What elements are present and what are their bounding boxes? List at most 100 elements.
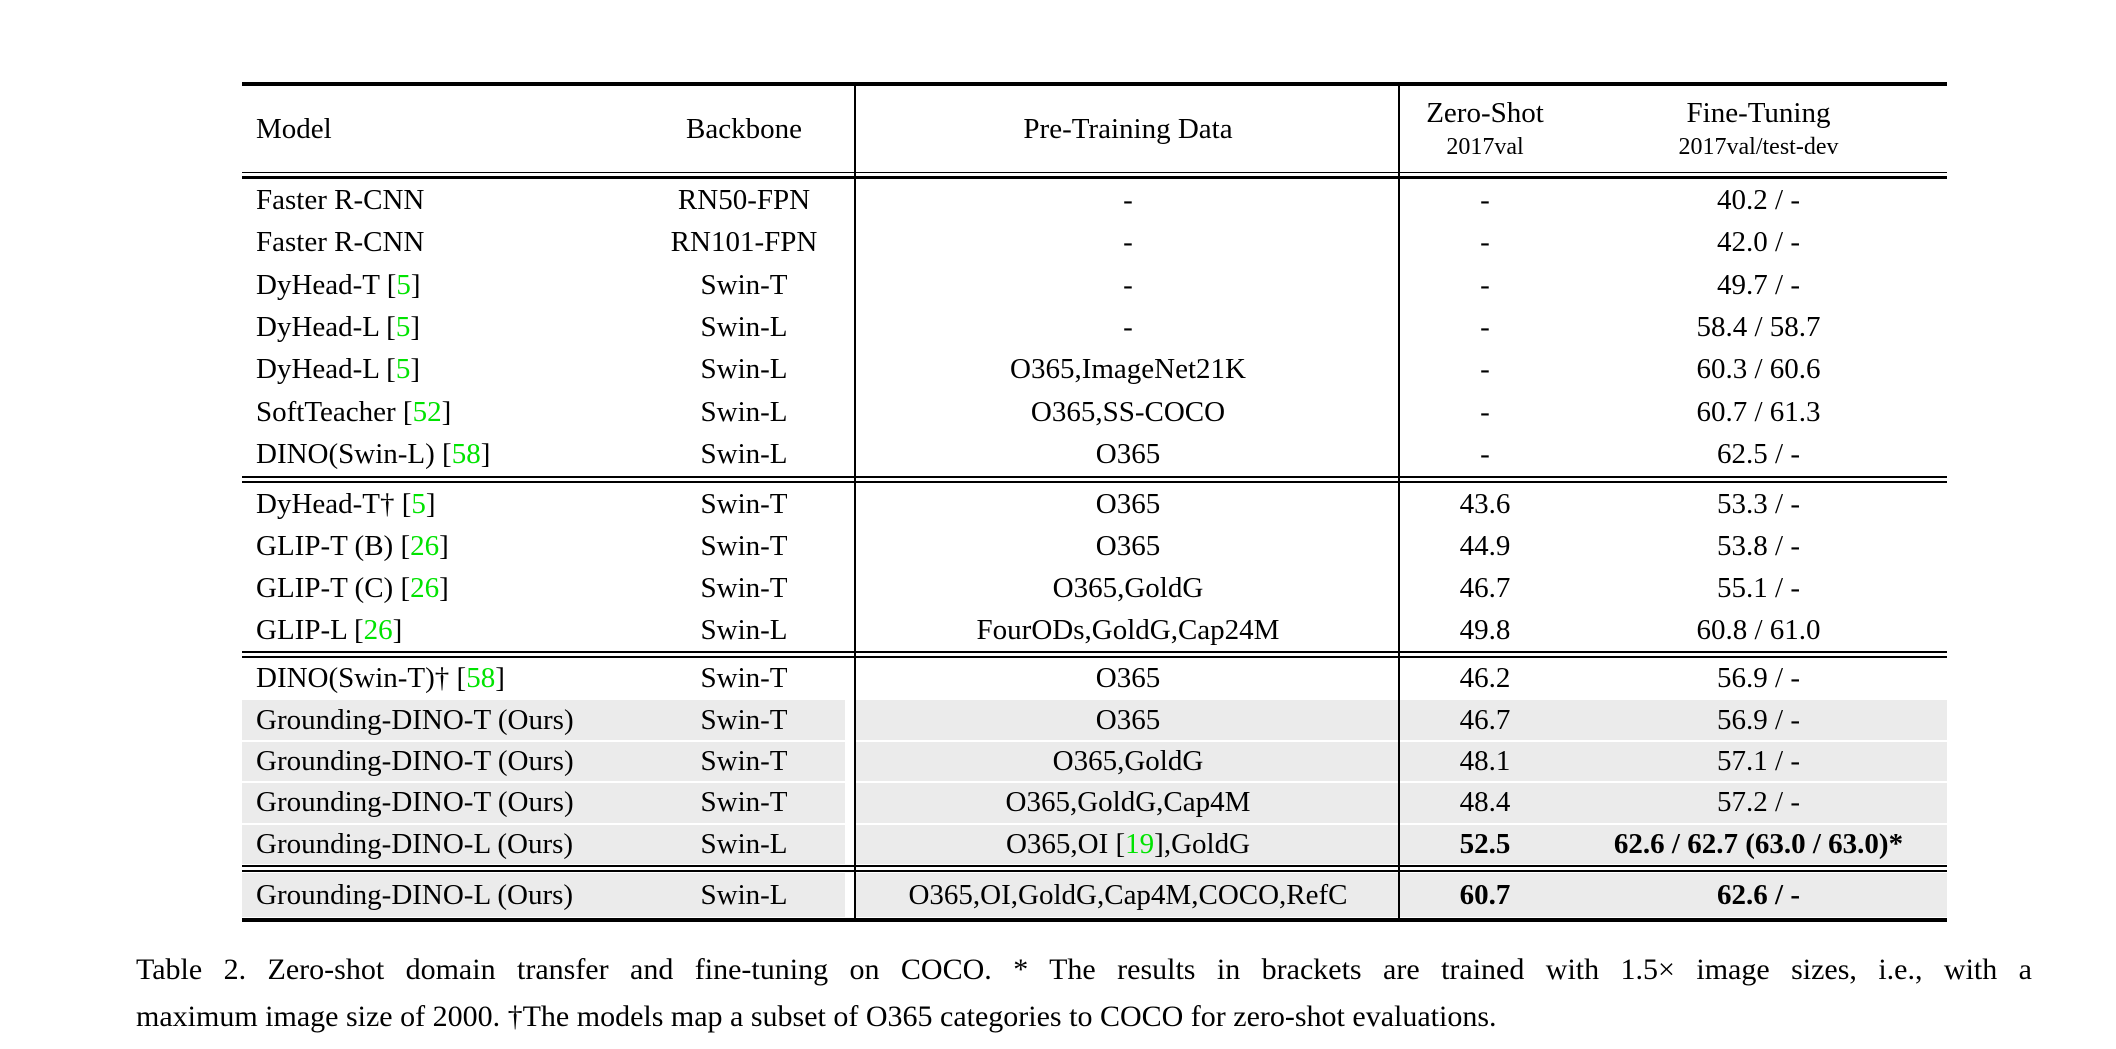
citation-link[interactable]: 26 [410, 571, 440, 604]
results-table: Model Backbone Pre-Training Data Zero-Sh… [242, 82, 1947, 922]
table-row: Grounding-DINO-T (Ours) Swin-T O365,GoldG,… [242, 782, 1947, 824]
header-backbone: Backbone [686, 112, 802, 145]
zero-shot-cell: - [1480, 353, 1490, 386]
citation-link[interactable]: 5 [396, 268, 411, 301]
table-block-grounding-dino: DINO(Swin-T)† [58] Swin-T O365 46.2 56.9 / -… [242, 658, 1947, 865]
pretrain-cell: - [1123, 268, 1133, 301]
header-zero-shot-sub: 2017val [1446, 134, 1524, 160]
table-row: Grounding-DINO-L (Ours) Swin-L O365,OI [19… [242, 824, 1947, 865]
citation-link[interactable]: 5 [411, 487, 426, 520]
citation-link[interactable]: 26 [363, 613, 393, 646]
header-model: Model [256, 112, 332, 145]
model-cell: DINO(Swin-T)† [58] [256, 662, 505, 695]
table-row: DyHead-T [5] Swin-T - - 49.7 / - [242, 264, 1947, 306]
fine-tune-cell: 60.7 / 61.3 [1696, 395, 1821, 428]
header-zero-shot-title: Zero-Shot [1426, 97, 1544, 129]
citation-link[interactable]: 58 [466, 662, 496, 695]
backbone-cell: Swin-T [700, 571, 788, 604]
fine-tune-cell: 62.5 / - [1717, 438, 1800, 471]
table-row: GLIP-L [26] Swin-L FourODs,GoldG,Cap24M 49.… [242, 609, 1947, 651]
table-row: DINO(Swin-T)† [58] Swin-T O365 46.2 56.9 / - [242, 658, 1947, 699]
fine-tune-cell: 57.2 / - [1717, 786, 1800, 819]
model-cell: DyHead-T† [5] [256, 487, 436, 520]
backbone-cell: Swin-L [700, 438, 788, 471]
zero-shot-cell: - [1480, 226, 1490, 259]
column-divider-backbone-pretrain [854, 86, 856, 918]
table-block-closed-set: Faster R-CNN RN50-FPN - -40.2 / - Faster R-C… [242, 179, 1947, 476]
fine-tune-cell: 42.0 / - [1717, 226, 1800, 259]
backbone-cell: Swin-T [700, 745, 788, 778]
pretrain-cell: O365,SS-COCO [1030, 395, 1226, 428]
model-cell: GLIP-T (B) [26] [256, 529, 449, 562]
zero-shot-cell: 49.8 [1459, 613, 1511, 646]
pretrain-cell: O365,GoldG [1052, 745, 1204, 778]
citation-link[interactable]: 26 [410, 529, 440, 562]
backbone-cell: RN50-FPN [677, 183, 811, 216]
zero-shot-cell: 46.7 [1459, 703, 1511, 736]
table-row: Faster R-CNN RN50-FPN - - 40.2 / - [242, 179, 1947, 221]
block-separator-rule [242, 476, 1947, 483]
zero-shot-cell: 46.2 [1459, 662, 1511, 695]
table-row: DyHead-T† [5] Swin-T O365 43.6 53.3 / - [242, 483, 1947, 525]
table-row: SoftTeacher [52] Swin-L O365,SS-COCO - 60.7 … [242, 391, 1947, 433]
zero-shot-cell: 43.6 [1459, 487, 1511, 520]
pretrain-cell: - [1123, 183, 1133, 216]
pretrain-cell: O365,OI,GoldG,Cap4M,COCO,RefC [908, 878, 1348, 911]
fine-tune-cell: 60.8 / 61.0 [1696, 613, 1821, 646]
fine-tune-cell: 57.1 / - [1717, 745, 1800, 778]
zero-shot-cell: 48.4 [1459, 786, 1511, 819]
pretrain-cell: O365 [1095, 662, 1161, 695]
citation-link[interactable]: 52 [412, 395, 442, 428]
table-bottom-rule [242, 918, 1947, 922]
fine-tune-cell: 53.8 / - [1717, 529, 1800, 562]
citation-link[interactable]: 5 [395, 353, 411, 386]
zero-shot-cell: 46.7 [1459, 571, 1511, 604]
table-row: DINO(Swin-L) [58] Swin-L O365 - 62.5 / - [242, 434, 1947, 476]
model-cell: Grounding-DINO-T (Ours) [256, 786, 574, 819]
backbone-cell: Swin-T [700, 529, 788, 562]
backbone-cell: Swin-T [700, 703, 788, 736]
backbone-cell: RN101-FPN [670, 226, 818, 259]
backbone-cell: Swin-L [700, 827, 788, 860]
fine-tune-cell: 56.9 / - [1717, 662, 1800, 695]
fine-tune-cell: 53.3 / - [1717, 487, 1800, 520]
zero-shot-cell: 60.7 [1459, 878, 1511, 911]
model-cell: DyHead-L [5] [256, 310, 421, 343]
model-cell: DyHead-T [5] [256, 268, 421, 301]
table-caption: Table 2. Zero-shot domain transfer and f… [136, 946, 2032, 1040]
fine-tune-cell: 58.4 / 58.7 [1696, 310, 1821, 343]
model-cell: DINO(Swin-L) [58] [256, 438, 491, 471]
pretrain-cell: O365 [1095, 487, 1161, 520]
pretrain-cell: O365,OI [19],GoldG [1005, 827, 1251, 860]
table-row: GLIP-T (C) [26] Swin-T O365,GoldG 46.7 55.1 … [242, 567, 1947, 609]
zero-shot-cell: - [1480, 310, 1490, 343]
table-row: Faster R-CNN RN101-FPN - - 42.0 / - [242, 221, 1947, 263]
backbone-cell: Swin-L [700, 395, 788, 428]
zero-shot-cell: 52.5 [1459, 827, 1511, 860]
model-cell: SoftTeacher [52] [256, 395, 452, 428]
zero-shot-cell: - [1480, 438, 1490, 471]
pretrain-cell: O365 [1095, 529, 1161, 562]
citation-link[interactable]: 5 [395, 310, 411, 343]
zero-shot-cell: - [1480, 183, 1490, 216]
fine-tune-cell: 60.3 / 60.6 [1696, 353, 1821, 386]
table-row: DyHead-L [5] Swin-L - - 58.4 / 58.7 [242, 306, 1947, 348]
zero-shot-cell: - [1480, 268, 1490, 301]
fine-tune-cell: 56.9 / - [1717, 703, 1800, 736]
table-row: Grounding-DINO-T (Ours) Swin-T O365,GoldG 4… [242, 741, 1947, 782]
header-zero-shot: Zero-Shot 2017val [1400, 86, 1570, 172]
citation-link[interactable]: 19 [1125, 827, 1155, 860]
pretrain-cell: O365 [1095, 703, 1161, 736]
table-header-row: Model Backbone Pre-Training Data Zero-Sh… [242, 86, 1947, 172]
pretrain-cell: O365,GoldG,Cap4M [1005, 786, 1251, 819]
pretrain-cell: O365 [1095, 438, 1161, 471]
fine-tune-cell: 55.1 / - [1717, 571, 1800, 604]
backbone-cell: Swin-L [700, 878, 788, 911]
citation-link[interactable]: 58 [451, 438, 481, 471]
zero-shot-cell: 48.1 [1459, 745, 1511, 778]
backbone-cell: Swin-T [700, 268, 788, 301]
fine-tune-cell: 62.6 / - [1717, 878, 1800, 911]
block-separator-rule [242, 651, 1947, 658]
zero-shot-cell: 44.9 [1459, 529, 1511, 562]
fine-tune-cell: 40.2 / - [1717, 183, 1800, 216]
